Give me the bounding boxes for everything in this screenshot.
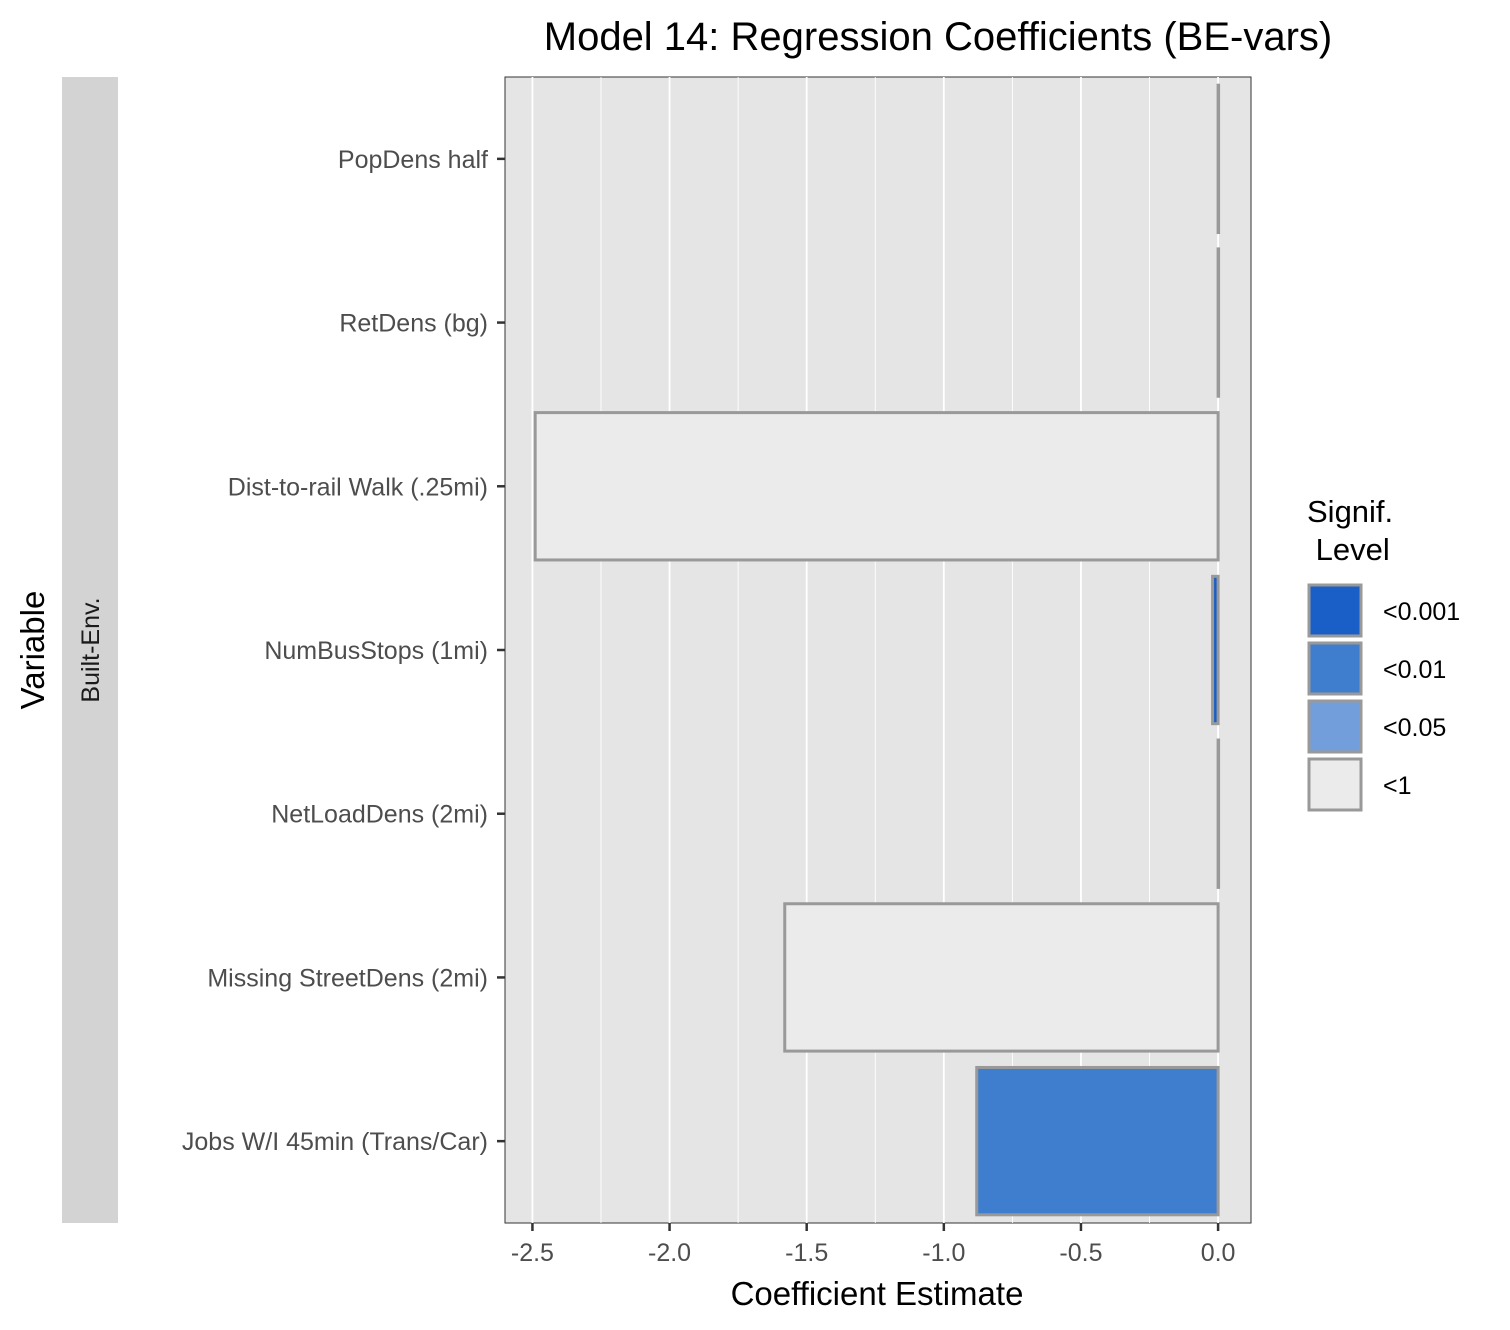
x-tick-label: -2.0 xyxy=(648,1239,691,1267)
legend: Signif. Level <0.001 <0.01 <0.05 <1 xyxy=(1307,494,1460,812)
legend-key-swatch xyxy=(1307,757,1363,812)
y-axis-ticks: PopDens half RetDens (bg) Dist-to-rail Wal… xyxy=(182,146,505,1156)
bar-2 xyxy=(1216,247,1221,398)
y-tick-label: RetDens (bg) xyxy=(339,310,488,338)
y-tick-label: Jobs W/I 45min (Trans/Car) xyxy=(182,1128,488,1156)
x-tick-label: -1.0 xyxy=(922,1239,965,1267)
legend-title-line-1: Signif. xyxy=(1307,494,1393,529)
facet-strip-label: Built-Env. xyxy=(77,597,105,702)
x-tick-label: -1.5 xyxy=(785,1239,828,1267)
x-tick-label: -2.5 xyxy=(511,1239,554,1267)
y-tick-label: Dist-to-rail Walk (.25mi) xyxy=(228,473,488,501)
x-tick-label: 0.0 xyxy=(1201,1239,1236,1267)
x-tick-label: -0.5 xyxy=(1059,1239,1102,1267)
bar-3 xyxy=(533,411,1220,562)
chart-title: Model 14: Regression Coefficients (BE-va… xyxy=(544,15,1332,59)
bar-6 xyxy=(783,902,1220,1053)
y-axis-title: Variable xyxy=(14,591,51,710)
legend-keys: <0.001 <0.01 <0.05 <1 xyxy=(1307,583,1460,812)
bar-4 xyxy=(1211,574,1220,726)
legend-key-label: <0.01 xyxy=(1383,656,1446,684)
legend-key-swatch xyxy=(1307,583,1363,638)
bar-7 xyxy=(975,1065,1220,1217)
x-axis-ticks: -2.5 -2.0 -1.5 -1.0 -0.5 0.0 xyxy=(511,1223,1236,1267)
legend-key-label: <0.001 xyxy=(1383,598,1460,626)
bar-1 xyxy=(1216,83,1221,235)
legend-title-line-2: Level xyxy=(1307,532,1390,567)
legend-key-swatch xyxy=(1307,699,1363,754)
legend-key-label: <0.05 xyxy=(1383,714,1446,742)
y-tick-label: Missing StreetDens (2mi) xyxy=(207,964,488,992)
y-tick-label: NetLoadDens (2mi) xyxy=(271,801,488,829)
y-tick-label: NumBusStops (1mi) xyxy=(264,637,488,665)
legend-key-swatch xyxy=(1307,641,1363,696)
bars xyxy=(533,83,1221,1217)
legend-key-label: <1 xyxy=(1383,772,1412,800)
y-tick-label: PopDens half xyxy=(338,146,488,174)
bar-5 xyxy=(1216,738,1221,889)
x-axis-title: Coefficient Estimate xyxy=(731,1275,1024,1312)
facet-strip xyxy=(62,77,118,1223)
